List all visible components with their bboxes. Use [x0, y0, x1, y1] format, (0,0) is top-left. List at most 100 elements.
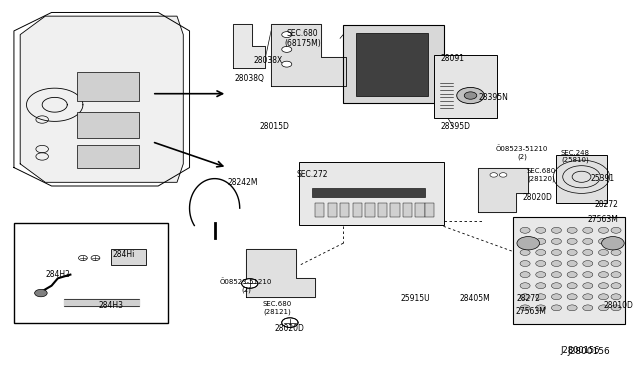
Circle shape: [567, 294, 577, 300]
Circle shape: [611, 294, 621, 300]
Circle shape: [552, 283, 561, 289]
Polygon shape: [478, 167, 528, 212]
Circle shape: [552, 272, 561, 278]
Circle shape: [598, 294, 609, 300]
Circle shape: [583, 305, 593, 311]
Circle shape: [282, 32, 292, 38]
Circle shape: [611, 283, 621, 289]
Bar: [425, 203, 434, 217]
Circle shape: [598, 283, 609, 289]
Circle shape: [282, 46, 292, 52]
Polygon shape: [271, 23, 346, 86]
Text: Õ08523-51210
(2): Õ08523-51210 (2): [220, 279, 272, 293]
Text: 28010D: 28010D: [604, 301, 634, 311]
Circle shape: [464, 92, 477, 99]
Circle shape: [536, 250, 546, 256]
Text: J2800156: J2800156: [567, 347, 610, 356]
Text: 28038Q: 28038Q: [234, 74, 264, 83]
Circle shape: [567, 250, 577, 256]
Text: 28015D: 28015D: [259, 122, 289, 131]
Circle shape: [567, 283, 577, 289]
Circle shape: [536, 283, 546, 289]
Circle shape: [567, 238, 577, 244]
Bar: [403, 203, 412, 217]
Circle shape: [602, 237, 624, 250]
FancyBboxPatch shape: [343, 25, 444, 103]
FancyBboxPatch shape: [556, 155, 607, 203]
Text: J2800156: J2800156: [561, 346, 600, 355]
Circle shape: [520, 227, 530, 233]
Text: 27563M: 27563M: [516, 307, 547, 316]
Bar: [77, 145, 140, 167]
Circle shape: [583, 283, 593, 289]
Circle shape: [611, 272, 621, 278]
Text: 28020D: 28020D: [275, 324, 305, 333]
Circle shape: [520, 272, 530, 278]
Circle shape: [598, 305, 609, 311]
Circle shape: [598, 250, 609, 256]
Circle shape: [499, 173, 507, 177]
Circle shape: [552, 250, 561, 256]
Circle shape: [457, 87, 484, 104]
Bar: [378, 203, 387, 217]
Circle shape: [611, 260, 621, 266]
Text: 28242M: 28242M: [228, 178, 258, 187]
Circle shape: [536, 305, 546, 311]
Bar: [315, 203, 324, 217]
Bar: [328, 203, 337, 217]
Text: 28038X: 28038X: [253, 56, 283, 65]
Circle shape: [520, 238, 530, 244]
Circle shape: [536, 238, 546, 244]
Circle shape: [536, 260, 546, 266]
Bar: [390, 203, 399, 217]
Circle shape: [583, 227, 593, 233]
Circle shape: [598, 238, 609, 244]
Bar: [14, 223, 168, 323]
Bar: [415, 203, 425, 217]
FancyBboxPatch shape: [434, 55, 497, 118]
Circle shape: [598, 227, 609, 233]
Polygon shape: [20, 16, 183, 182]
Circle shape: [552, 294, 561, 300]
Circle shape: [611, 238, 621, 244]
Bar: [312, 188, 425, 197]
Circle shape: [490, 173, 497, 177]
Circle shape: [611, 305, 621, 311]
Circle shape: [583, 272, 593, 278]
Bar: [111, 249, 146, 265]
Circle shape: [567, 305, 577, 311]
Text: 284H3: 284H3: [99, 301, 124, 311]
Circle shape: [552, 238, 561, 244]
Circle shape: [583, 260, 593, 266]
Text: 28091: 28091: [440, 54, 465, 63]
Circle shape: [282, 318, 298, 327]
Circle shape: [583, 250, 593, 256]
Bar: [77, 112, 140, 138]
Circle shape: [552, 227, 561, 233]
Circle shape: [520, 260, 530, 266]
Circle shape: [536, 294, 546, 300]
Text: 28272: 28272: [516, 294, 540, 303]
Bar: [340, 203, 349, 217]
Circle shape: [567, 272, 577, 278]
Circle shape: [520, 294, 530, 300]
Polygon shape: [246, 249, 315, 297]
Text: Õ08523-51210
(2): Õ08523-51210 (2): [496, 146, 548, 160]
Circle shape: [567, 227, 577, 233]
Circle shape: [520, 283, 530, 289]
Circle shape: [35, 289, 47, 297]
Circle shape: [242, 279, 258, 288]
Bar: [356, 33, 428, 96]
FancyBboxPatch shape: [300, 162, 444, 225]
Text: 28405M: 28405M: [460, 294, 490, 303]
Circle shape: [598, 272, 609, 278]
Text: SEC.680
(28121): SEC.680 (28121): [263, 301, 292, 315]
FancyBboxPatch shape: [513, 217, 625, 324]
Text: 28395D: 28395D: [440, 122, 470, 131]
Text: 28272: 28272: [594, 200, 618, 209]
Text: 27563M: 27563M: [588, 215, 619, 224]
Circle shape: [552, 305, 561, 311]
Circle shape: [583, 294, 593, 300]
Circle shape: [552, 260, 561, 266]
Bar: [353, 203, 362, 217]
